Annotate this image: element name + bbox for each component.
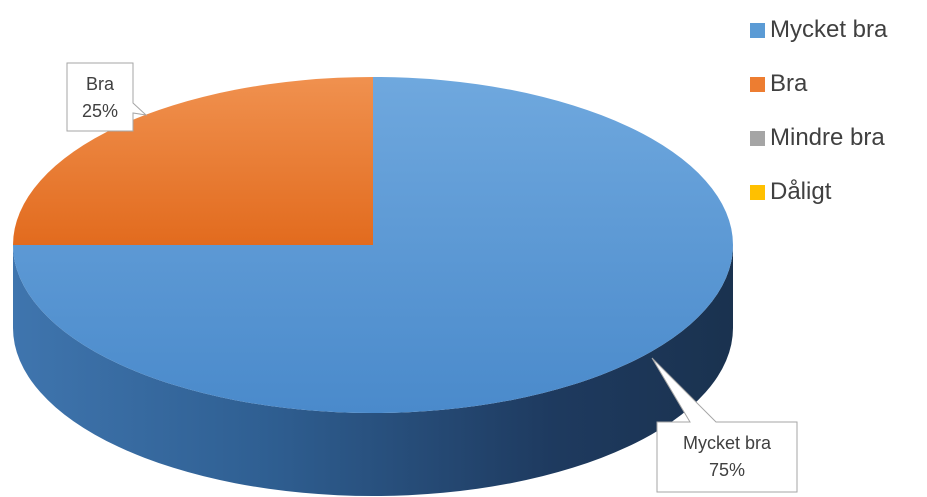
data-label-mycket-bra: Mycket bra 75% — [651, 357, 798, 493]
pie-slice-1 — [13, 77, 373, 245]
legend-swatch — [750, 130, 765, 146]
legend-item-daligt: Dåligt — [750, 175, 927, 209]
legend-item-mycket-bra: Mycket bra — [750, 13, 927, 47]
chart-legend: Mycket bra Bra Mindre bra Dåligt — [750, 13, 927, 229]
data-label-bra-category: Bra — [86, 74, 115, 94]
legend-label: Mycket bra — [770, 16, 888, 43]
legend-label: Dåligt — [770, 178, 832, 205]
legend-label: Bra — [770, 70, 808, 97]
legend-item-mindre-bra: Mindre bra — [750, 121, 927, 155]
legend-item-bra: Bra — [750, 67, 927, 101]
data-label-bra: Bra 25% — [66, 62, 148, 132]
data-label-bra-value: 25% — [82, 101, 118, 121]
data-label-mycket-bra-category: Mycket bra — [683, 433, 772, 453]
legend-swatch — [750, 184, 765, 200]
legend-swatch — [750, 22, 765, 38]
legend-swatch — [750, 76, 765, 92]
pie-side-wall-0 — [13, 245, 733, 496]
data-label-mycket-bra-value: 75% — [709, 460, 745, 480]
legend-label: Mindre bra — [770, 124, 885, 151]
